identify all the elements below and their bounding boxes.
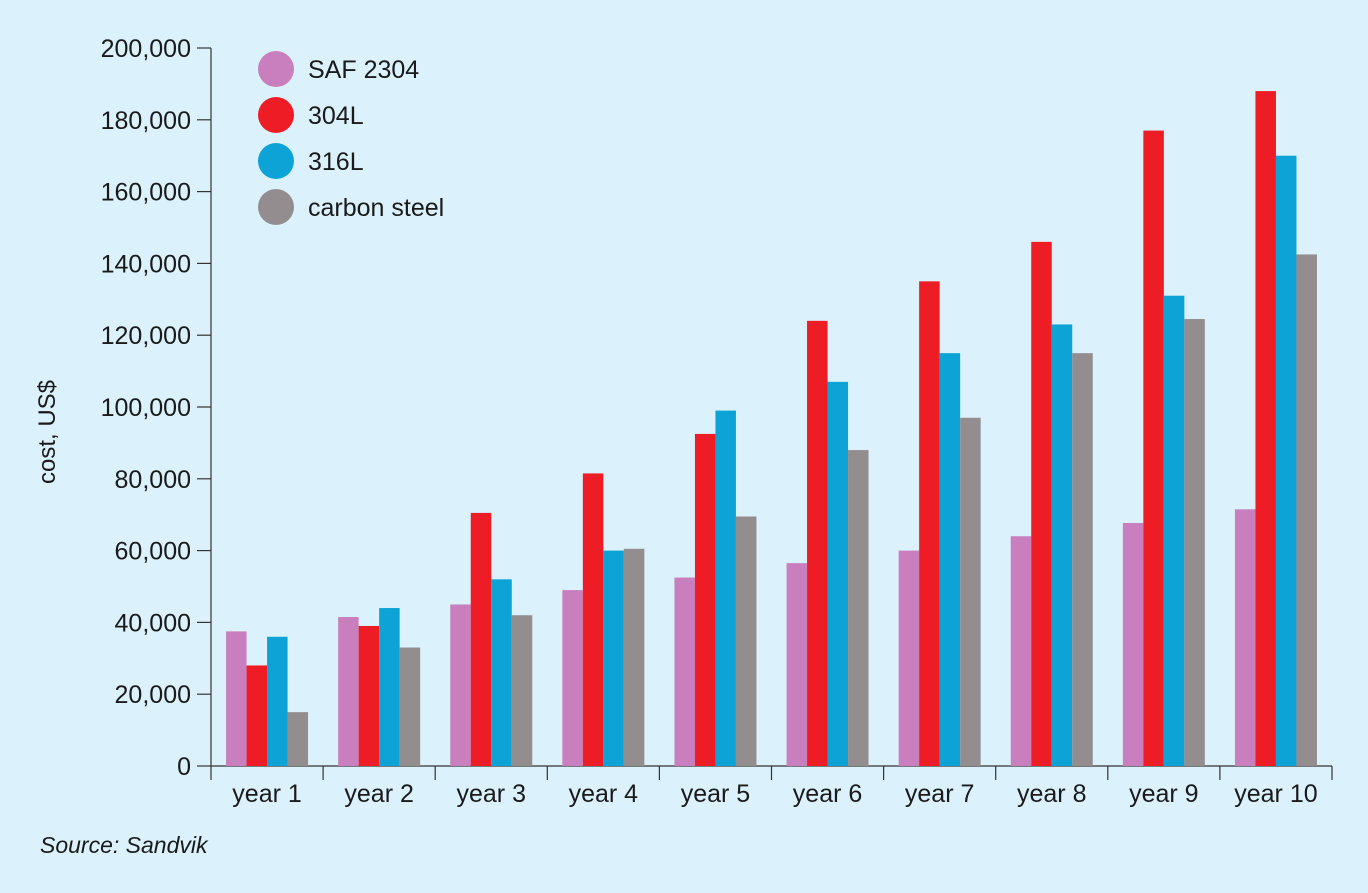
y-tick-label: 20,000 bbox=[115, 681, 191, 709]
y-tick-label: 180,000 bbox=[101, 107, 191, 135]
bar bbox=[379, 608, 400, 766]
bar bbox=[399, 647, 421, 766]
legend-label: 304L bbox=[308, 102, 364, 130]
bar bbox=[848, 450, 869, 766]
bar bbox=[491, 579, 512, 766]
y-tick-label: 60,000 bbox=[115, 538, 191, 566]
bar bbox=[1122, 522, 1144, 766]
bar bbox=[226, 631, 247, 766]
bar bbox=[1255, 91, 1276, 766]
x-tick-label: year 2 bbox=[344, 780, 413, 808]
bar bbox=[1031, 241, 1052, 767]
bar bbox=[511, 615, 533, 766]
bar bbox=[1296, 254, 1317, 767]
x-tick-label: year 1 bbox=[232, 780, 301, 808]
bar bbox=[939, 353, 961, 766]
bar bbox=[1072, 353, 1093, 766]
bar bbox=[603, 550, 624, 766]
y-tick-label: 100,000 bbox=[101, 394, 191, 422]
bar bbox=[694, 433, 716, 766]
bar bbox=[1234, 509, 1256, 766]
bar bbox=[470, 512, 492, 766]
bar bbox=[735, 516, 757, 766]
source-note: Source: Sandvik bbox=[40, 832, 208, 858]
bar bbox=[827, 381, 849, 766]
legend-swatch bbox=[258, 189, 294, 225]
bar bbox=[1010, 536, 1032, 766]
legend-swatch bbox=[258, 97, 294, 133]
y-tick-label: 200,000 bbox=[101, 35, 191, 63]
bar bbox=[358, 625, 380, 766]
bar bbox=[807, 320, 828, 766]
bar bbox=[338, 617, 359, 766]
bar bbox=[1163, 295, 1185, 766]
legend-label: SAF 2304 bbox=[308, 56, 419, 84]
legend: SAF 2304 304L 316L carbon steel bbox=[258, 51, 444, 225]
bar bbox=[1184, 319, 1205, 766]
bar bbox=[715, 410, 736, 766]
x-tick-label: year 10 bbox=[1234, 780, 1317, 808]
bar bbox=[786, 563, 808, 766]
bar bbox=[1275, 155, 1297, 766]
bar bbox=[898, 550, 920, 766]
bar bbox=[246, 665, 268, 766]
legend-swatch bbox=[258, 51, 294, 87]
y-tick-label: 140,000 bbox=[101, 250, 191, 278]
bar bbox=[267, 636, 288, 766]
x-tick-label: year 8 bbox=[1017, 780, 1086, 808]
legend-swatch bbox=[258, 143, 294, 179]
bar bbox=[450, 604, 471, 766]
bar bbox=[674, 577, 695, 766]
y-axis: 0 20,000 40,000 60,000 80,000 100,000 120,000 1… bbox=[101, 35, 212, 781]
legend-label: carbon steel bbox=[308, 194, 444, 222]
bar bbox=[582, 473, 604, 766]
x-tick-label: year 7 bbox=[905, 780, 974, 808]
bar bbox=[623, 548, 645, 766]
bar bbox=[1143, 130, 1164, 766]
x-tick-label: year 3 bbox=[457, 780, 526, 808]
x-tick-label: year 4 bbox=[569, 780, 639, 808]
bars bbox=[226, 91, 1317, 767]
bar bbox=[919, 281, 940, 766]
bar bbox=[562, 590, 583, 766]
y-tick-label: 40,000 bbox=[115, 609, 191, 637]
bar bbox=[960, 417, 981, 766]
y-tick-label: 80,000 bbox=[115, 466, 191, 494]
x-tick-label: year 9 bbox=[1129, 780, 1198, 808]
y-tick-label: 160,000 bbox=[101, 179, 191, 207]
y-tick-label: 120,000 bbox=[101, 322, 191, 350]
legend-label: 316L bbox=[308, 148, 364, 176]
x-tick-label: year 5 bbox=[681, 780, 750, 808]
bar bbox=[1051, 324, 1073, 766]
y-axis-title: cost, US$ bbox=[34, 380, 61, 484]
y-tick-label: 0 bbox=[177, 753, 191, 781]
bar bbox=[287, 712, 309, 766]
x-tick-label: year 6 bbox=[793, 780, 862, 808]
x-axis: year 1 year 2 year 3 year 4 year 5 year 6 year… bbox=[210, 765, 1333, 808]
